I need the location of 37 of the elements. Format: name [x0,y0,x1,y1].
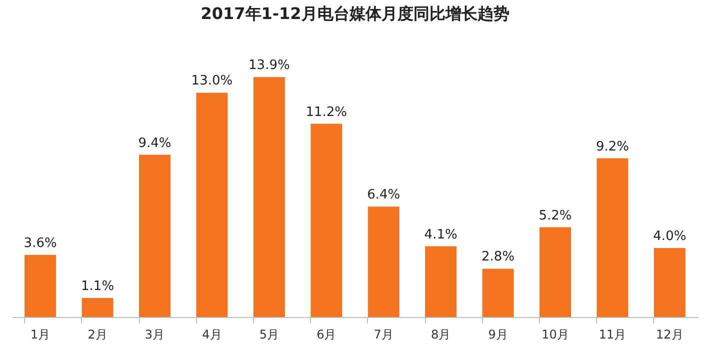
data-label: 13.0% [191,74,233,89]
data-label: 13.9% [248,58,290,74]
x-tick-label: 1月 [30,328,50,342]
bar [139,154,170,317]
bar [425,246,457,317]
bar [654,248,686,317]
x-tick-label: 12月 [656,328,684,342]
x-tick-label: 10月 [542,328,569,342]
x-tick-label: 7月 [374,328,394,342]
x-tick-label: 4月 [202,328,222,342]
data-label: 9.4% [138,136,172,151]
data-label: 6.4% [367,188,400,203]
x-tick-label: 2月 [88,328,108,342]
data-label: 9.2% [596,139,629,154]
data-label: 4.0% [653,228,686,244]
bar [24,254,56,317]
bar [310,124,342,317]
data-label: 11.2% [306,104,348,120]
x-tick-label: 6月 [316,328,336,342]
x-tick-label: 11月 [598,328,626,342]
bar [82,298,114,317]
x-tick-label: 3月 [144,328,165,342]
x-tick-label: 9月 [488,328,508,342]
bar [540,227,571,317]
chart-title: 2017年1-12月电台媒体月度同比增长趋势 [200,4,510,23]
bar [368,206,400,317]
x-tick-label: 5月 [259,328,279,342]
data-label: 3.6% [24,236,57,251]
bar [482,268,514,317]
x-tick-label: 8月 [431,328,451,342]
bar [253,77,285,317]
bar [596,158,628,317]
data-label: 1.1% [81,279,114,294]
bar [196,92,228,317]
data-label: 5.2% [538,208,572,224]
data-label: 4.1% [424,227,458,242]
data-label: 2.8% [482,250,515,265]
